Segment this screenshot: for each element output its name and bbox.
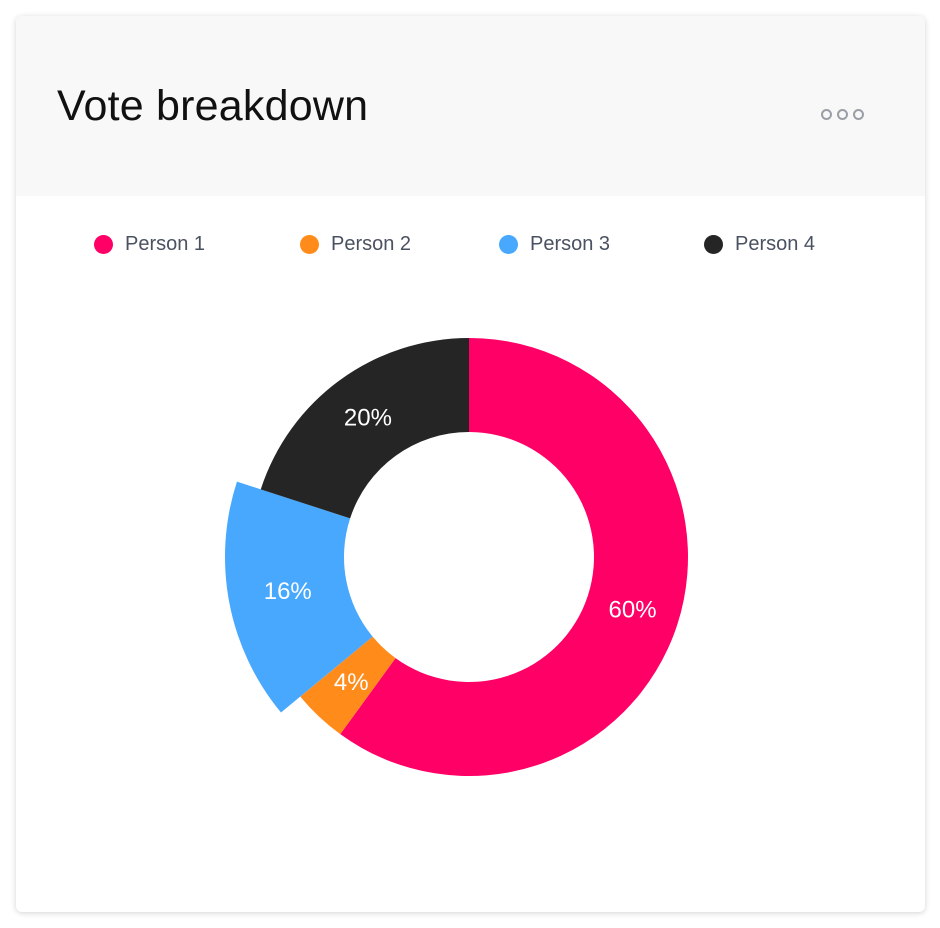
more-horizontal-icon [852, 108, 864, 120]
legend-swatch [499, 234, 518, 254]
card-header: Vote breakdown [16, 16, 925, 196]
card-title: Vote breakdown [57, 82, 369, 130]
legend-item-person-3[interactable]: Person 3 [499, 228, 610, 260]
legend-swatch [300, 234, 319, 254]
donut-chart: 60% 4% 16% 20% [225, 338, 688, 777]
legend-item-person-1[interactable]: Person 1 [94, 228, 205, 260]
legend-label: Person 1 [125, 232, 206, 255]
more-options-button[interactable] [812, 102, 872, 126]
chart-legend: Person 1 Person 2 Person 3 Person 4 [16, 228, 925, 260]
donut-slice-person-1[interactable] [340, 338, 688, 777]
more-horizontal-icon [820, 108, 832, 120]
slice-label: 4% [334, 669, 369, 696]
donut-slice-person-4[interactable] [260, 338, 469, 519]
donut-chart-area: 60% 4% 16% 20% [16, 16, 925, 912]
legend-item-person-2[interactable]: Person 2 [300, 228, 411, 260]
legend-label: Person 2 [331, 232, 412, 255]
legend-swatch [94, 234, 113, 254]
legend-label: Person 3 [530, 232, 611, 255]
slice-label: 20% [344, 404, 392, 431]
legend-label: Person 4 [735, 232, 816, 255]
vote-breakdown-card: Vote breakdown Person 1 Person 2 Person … [16, 16, 925, 912]
donut-slice-person-2[interactable] [300, 636, 396, 735]
slice-label: 60% [609, 597, 657, 624]
legend-item-person-4[interactable]: Person 4 [704, 228, 815, 260]
slice-label: 16% [264, 578, 312, 605]
more-horizontal-icon [836, 108, 848, 120]
legend-swatch [704, 234, 723, 254]
donut-slice-person-3[interactable] [225, 481, 373, 713]
